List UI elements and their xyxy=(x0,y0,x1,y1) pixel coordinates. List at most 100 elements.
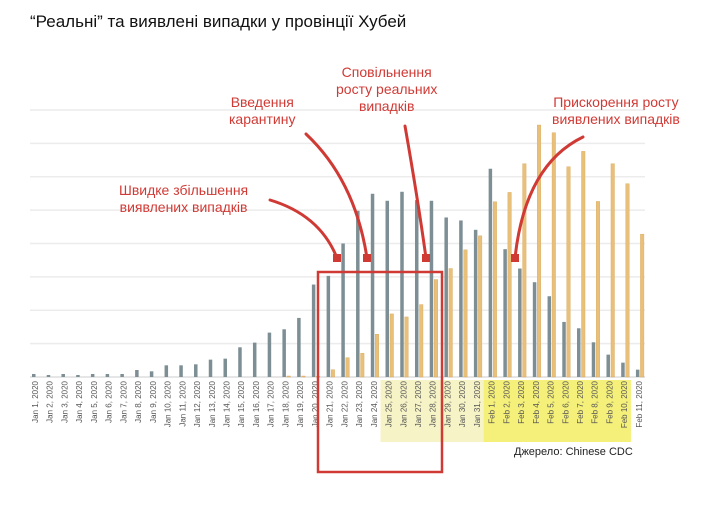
x-tick-label: Feb 7, 2020 xyxy=(576,380,585,423)
bar-onset xyxy=(238,347,242,377)
arrow-acceleration xyxy=(513,135,585,260)
bar-onset xyxy=(46,374,51,377)
x-tick-label: Jan 30, 2020 xyxy=(458,380,467,427)
bar-onset xyxy=(311,284,316,377)
annotation-line: росту реальних xyxy=(336,81,438,97)
x-tick-label: Feb 10, 2020 xyxy=(620,380,629,428)
bar-onset xyxy=(297,317,301,377)
annotation-line: виявлених випадків xyxy=(552,111,680,127)
bar-onset xyxy=(223,358,227,377)
x-tick-label: Jan 18, 2020 xyxy=(281,380,290,427)
x-tick-label: Jan 5, 2020 xyxy=(90,380,99,422)
bar-onset xyxy=(562,321,566,377)
bar-onset xyxy=(90,373,95,377)
x-tick-label: Jan 27, 2020 xyxy=(414,380,423,427)
bar-onset xyxy=(61,373,65,377)
x-tick-label: Jan 3, 2020 xyxy=(60,380,69,422)
bar-confirmed xyxy=(360,353,365,378)
bar-confirmed xyxy=(522,163,527,378)
bar-confirmed xyxy=(610,163,615,378)
x-tick-label: Jan 2, 2020 xyxy=(46,380,55,422)
bar-onset xyxy=(194,364,198,377)
bar-onset xyxy=(635,369,640,377)
bar-onset xyxy=(473,229,478,377)
bar-confirmed xyxy=(448,268,453,378)
bar-onset xyxy=(105,373,110,377)
x-tick-label: Jan 23, 2020 xyxy=(355,380,364,427)
highlight-box xyxy=(316,270,444,474)
x-tick-label: Feb 3, 2020 xyxy=(517,380,526,423)
bar-onset xyxy=(76,374,80,377)
annotation-line: Прискорення росту xyxy=(553,94,679,110)
x-tick-label: Jan 1, 2020 xyxy=(31,380,40,422)
highlight-feb xyxy=(483,380,631,442)
x-tick-label: Jan 25, 2020 xyxy=(385,380,394,427)
bar-confirmed xyxy=(581,151,586,378)
bar-onset xyxy=(32,373,36,377)
annotation-acceleration: Прискорення росту виявлених випадків xyxy=(552,94,680,128)
bar-onset xyxy=(577,328,581,377)
x-tick-label: Jan 20, 2020 xyxy=(311,380,320,427)
x-tick-label: Jan 29, 2020 xyxy=(443,380,452,427)
bar-onset xyxy=(370,193,375,377)
bar-onset xyxy=(547,296,552,377)
x-tick-label: Feb 1, 2020 xyxy=(488,380,497,423)
x-tick-label: Jan 26, 2020 xyxy=(399,380,408,427)
x-tick-label: Feb 2, 2020 xyxy=(502,380,511,423)
bar-onset xyxy=(341,243,345,377)
annotation-line: Введення xyxy=(230,94,294,110)
x-tick-label: Jan 21, 2020 xyxy=(326,380,335,427)
bar-confirmed xyxy=(625,183,630,378)
bar-confirmed xyxy=(286,375,291,378)
bar-onset xyxy=(120,373,124,377)
bar-onset xyxy=(459,220,463,377)
x-tick-label: Jan 9, 2020 xyxy=(149,380,158,422)
annotation-line: Сповільнення xyxy=(341,64,432,80)
bar-confirmed xyxy=(463,249,468,378)
bar-onset xyxy=(326,275,331,377)
annotation-slowdown: Сповільнення росту реальних випадків xyxy=(336,64,437,115)
bar-onset xyxy=(591,342,596,377)
x-tick-label: Jan 17, 2020 xyxy=(267,380,276,427)
x-tick-label: Feb 5, 2020 xyxy=(547,380,556,423)
bar-onset xyxy=(208,359,213,377)
x-tick-label: Jan 11, 2020 xyxy=(178,380,187,426)
bar-confirmed xyxy=(596,201,600,378)
bar-onset xyxy=(356,210,360,377)
x-tick-label: Jan 16, 2020 xyxy=(252,380,261,427)
marker-square xyxy=(333,254,341,262)
bar-onset xyxy=(252,342,257,377)
x-tick-label: Jan 15, 2020 xyxy=(237,380,246,427)
bar-onset xyxy=(149,371,154,377)
bar-confirmed xyxy=(478,235,483,378)
bar-onset xyxy=(385,200,390,377)
bar-onset xyxy=(503,249,507,377)
arrow-rapid-increase xyxy=(268,198,339,260)
x-tick-label: Jan 8, 2020 xyxy=(134,380,143,422)
arrow-quarantine xyxy=(304,132,369,260)
x-tick-label: Jan 22, 2020 xyxy=(340,380,349,427)
bar-confirmed xyxy=(301,375,306,378)
bar-confirmed xyxy=(345,357,350,378)
bar-confirmed xyxy=(492,201,497,378)
bar-onset xyxy=(282,329,286,377)
annotation-line: карантину xyxy=(229,111,296,127)
x-tick-label: Jan 10, 2020 xyxy=(164,380,173,427)
bar-onset xyxy=(444,217,448,377)
x-tick-label: Feb 6, 2020 xyxy=(561,380,570,423)
x-tick-label: Jan 13, 2020 xyxy=(208,380,217,427)
x-tick-label: Feb 8, 2020 xyxy=(591,380,600,423)
marker-square xyxy=(511,254,519,262)
x-tick-label: Jan 12, 2020 xyxy=(193,380,202,427)
bar-onset xyxy=(414,200,419,377)
x-tick-label: Jan 14, 2020 xyxy=(222,380,231,427)
bar-confirmed xyxy=(434,279,438,378)
bar-onset xyxy=(429,200,434,377)
bar-onset xyxy=(164,365,169,377)
bar-confirmed xyxy=(330,369,335,378)
x-tick-label: Jan 24, 2020 xyxy=(370,380,379,427)
bar-confirmed xyxy=(640,233,645,378)
marker-square xyxy=(422,254,430,262)
